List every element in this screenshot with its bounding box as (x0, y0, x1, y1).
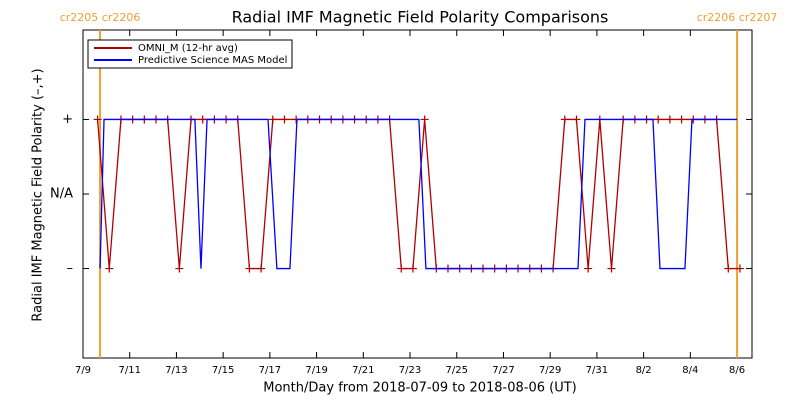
point-marker (665, 115, 674, 124)
x-tick-label: 7/17 (259, 365, 281, 376)
point-marker (735, 264, 744, 273)
x-tick-label: 7/9 (75, 365, 91, 376)
point-marker (724, 264, 733, 273)
x-tick-label: 7/25 (446, 365, 468, 376)
point-marker (257, 264, 266, 273)
x-tick-label: 7/21 (352, 365, 374, 376)
rotation-label: cr2205 cr2206 (60, 11, 141, 24)
series-line (99, 118, 738, 270)
x-tick-label: 7/29 (539, 365, 561, 376)
x-tick-label: 7/23 (399, 365, 421, 376)
chart-title: Radial IMF Magnetic Field Polarity Compa… (232, 8, 609, 27)
x-tick-label: 8/2 (636, 365, 652, 376)
point-marker (268, 115, 277, 124)
y-tick-label: + (62, 112, 73, 127)
y-tick-label: – (67, 261, 74, 276)
x-tick-label: 8/6 (729, 365, 745, 376)
point-marker (607, 264, 616, 273)
point-marker (245, 264, 254, 273)
point-marker (654, 115, 663, 124)
point-marker (175, 264, 184, 273)
legend-label: OMNI_M (12-hr avg) (138, 43, 238, 54)
point-marker (584, 264, 593, 273)
point-marker (572, 115, 581, 124)
point-marker (93, 115, 102, 124)
x-tick-label: 8/4 (682, 365, 698, 376)
x-tick-label: 7/11 (118, 365, 140, 376)
point-marker (397, 264, 406, 273)
x-tick-label: 7/31 (586, 365, 608, 376)
x-tick-label: 7/19 (305, 365, 327, 376)
x-tick-label: 7/27 (492, 365, 514, 376)
y-axis-title: Radial IMF Magnetic Field Polarity (–,+) (31, 68, 46, 321)
legend-label: Predictive Science MAS Model (138, 55, 287, 66)
point-marker (105, 264, 114, 273)
point-marker (420, 115, 429, 124)
y-tick-label: N/A (50, 187, 73, 202)
legend-box (87, 39, 293, 69)
x-tick-label: 7/15 (212, 365, 234, 376)
point-marker (198, 115, 207, 124)
point-marker (280, 115, 289, 124)
point-marker (408, 264, 417, 273)
x-axis-title: Month/Day from 2018-07-09 to 2018-08-06 … (263, 381, 576, 396)
rotation-label: cr2206 cr2207 (697, 11, 778, 24)
x-tick-label: 7/13 (165, 365, 187, 376)
point-marker (560, 115, 569, 124)
point-marker (677, 115, 686, 124)
